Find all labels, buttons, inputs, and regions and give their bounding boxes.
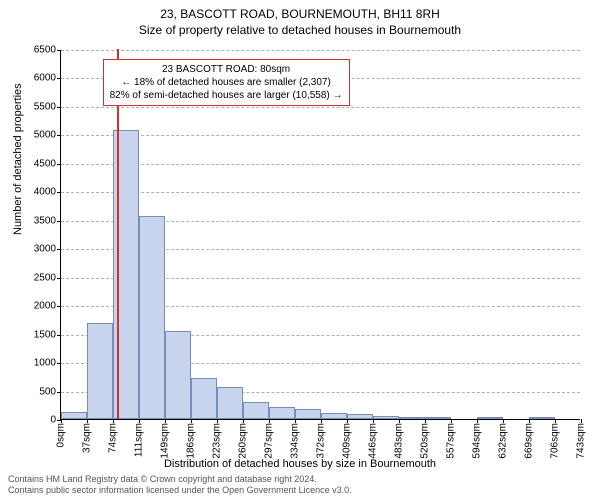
ytick-mark	[57, 164, 61, 165]
ytick-mark	[57, 392, 61, 393]
histogram-bar	[217, 387, 243, 419]
title-line1: 23, BASCOTT ROAD, BOURNEMOUTH, BH11 8RH	[0, 6, 600, 22]
x-axis-label: Distribution of detached houses by size …	[0, 458, 600, 470]
ytick-label: 6500	[34, 45, 56, 56]
histogram-bar	[425, 417, 451, 419]
xtick-label: 334sqm	[290, 423, 301, 459]
ytick-label: 3500	[34, 215, 56, 226]
xtick-label: 557sqm	[446, 423, 457, 459]
ytick-mark	[57, 107, 61, 108]
histogram-bar	[269, 407, 295, 419]
ytick-mark	[57, 192, 61, 193]
xtick-label: 632sqm	[498, 423, 509, 459]
histogram-bar	[87, 323, 113, 419]
histogram-bar	[61, 412, 87, 419]
xtick-label: 520sqm	[420, 423, 431, 459]
annotation-line1: 23 BASCOTT ROAD: 80sqm	[110, 63, 343, 76]
annotation-box: 23 BASCOTT ROAD: 80sqm← 18% of detached …	[103, 59, 350, 106]
ytick-label: 6000	[34, 73, 56, 84]
ytick-mark	[57, 363, 61, 364]
histogram-bar	[477, 417, 503, 419]
ytick-mark	[57, 135, 61, 136]
histogram-bar	[191, 378, 217, 419]
xtick-label: 111sqm	[134, 423, 145, 457]
ytick-mark	[57, 50, 61, 51]
histogram-bar	[243, 402, 269, 419]
xtick-label: 409sqm	[342, 423, 353, 459]
footer-line2: Contains public sector information licen…	[8, 485, 352, 496]
ytick-label: 3000	[34, 244, 56, 255]
ytick-label: 4000	[34, 187, 56, 198]
ytick-label: 2500	[34, 272, 56, 283]
ytick-mark	[57, 278, 61, 279]
histogram-bar	[139, 216, 165, 419]
xtick-label: 0sqm	[56, 423, 67, 447]
histogram-bar	[347, 414, 373, 419]
ytick-mark	[57, 221, 61, 222]
histogram-bar	[373, 416, 399, 419]
annotation-line3: 82% of semi-detached houses are larger (…	[110, 89, 343, 102]
ytick-label: 1500	[34, 329, 56, 340]
ytick-label: 2000	[34, 301, 56, 312]
gridline	[61, 107, 580, 108]
histogram-bar	[295, 409, 321, 419]
xtick-label: 446sqm	[368, 423, 379, 459]
y-axis-label: Number of detached properties	[12, 83, 24, 235]
footer-line1: Contains HM Land Registry data © Crown c…	[8, 474, 352, 485]
gridline	[61, 50, 580, 51]
xtick-label: 483sqm	[394, 423, 405, 459]
xtick-label: 186sqm	[186, 423, 197, 459]
chart-area: 0500100015002000250030003500400045005000…	[60, 50, 580, 420]
xtick-label: 297sqm	[264, 423, 275, 459]
ytick-label: 500	[39, 386, 56, 397]
histogram-bar	[165, 331, 191, 419]
xtick-label: 594sqm	[472, 423, 483, 459]
xtick-label: 669sqm	[524, 423, 535, 459]
histogram-bar	[321, 413, 347, 419]
ytick-mark	[57, 335, 61, 336]
ytick-label: 5500	[34, 101, 56, 112]
histogram-bar	[399, 417, 425, 419]
ytick-label: 4500	[34, 158, 56, 169]
ytick-mark	[57, 306, 61, 307]
xtick-label: 223sqm	[212, 423, 223, 459]
annotation-line2: ← 18% of detached houses are smaller (2,…	[110, 76, 343, 89]
ytick-mark	[57, 249, 61, 250]
xtick-label: 149sqm	[160, 423, 171, 459]
title-line2: Size of property relative to detached ho…	[0, 22, 600, 38]
xtick-label: 706sqm	[550, 423, 561, 459]
xtick-label: 743sqm	[576, 423, 587, 459]
chart-title-block: 23, BASCOTT ROAD, BOURNEMOUTH, BH11 8RH …	[0, 0, 600, 38]
footer-credits: Contains HM Land Registry data © Crown c…	[8, 474, 352, 496]
xtick-label: 260sqm	[238, 423, 249, 459]
ytick-label: 1000	[34, 358, 56, 369]
ytick-mark	[57, 78, 61, 79]
xtick-label: 372sqm	[316, 423, 327, 459]
xtick-label: 37sqm	[82, 423, 93, 453]
histogram-bar	[529, 417, 555, 419]
xtick-label: 74sqm	[108, 423, 119, 453]
plot-area: 0500100015002000250030003500400045005000…	[60, 50, 580, 420]
ytick-label: 5000	[34, 130, 56, 141]
